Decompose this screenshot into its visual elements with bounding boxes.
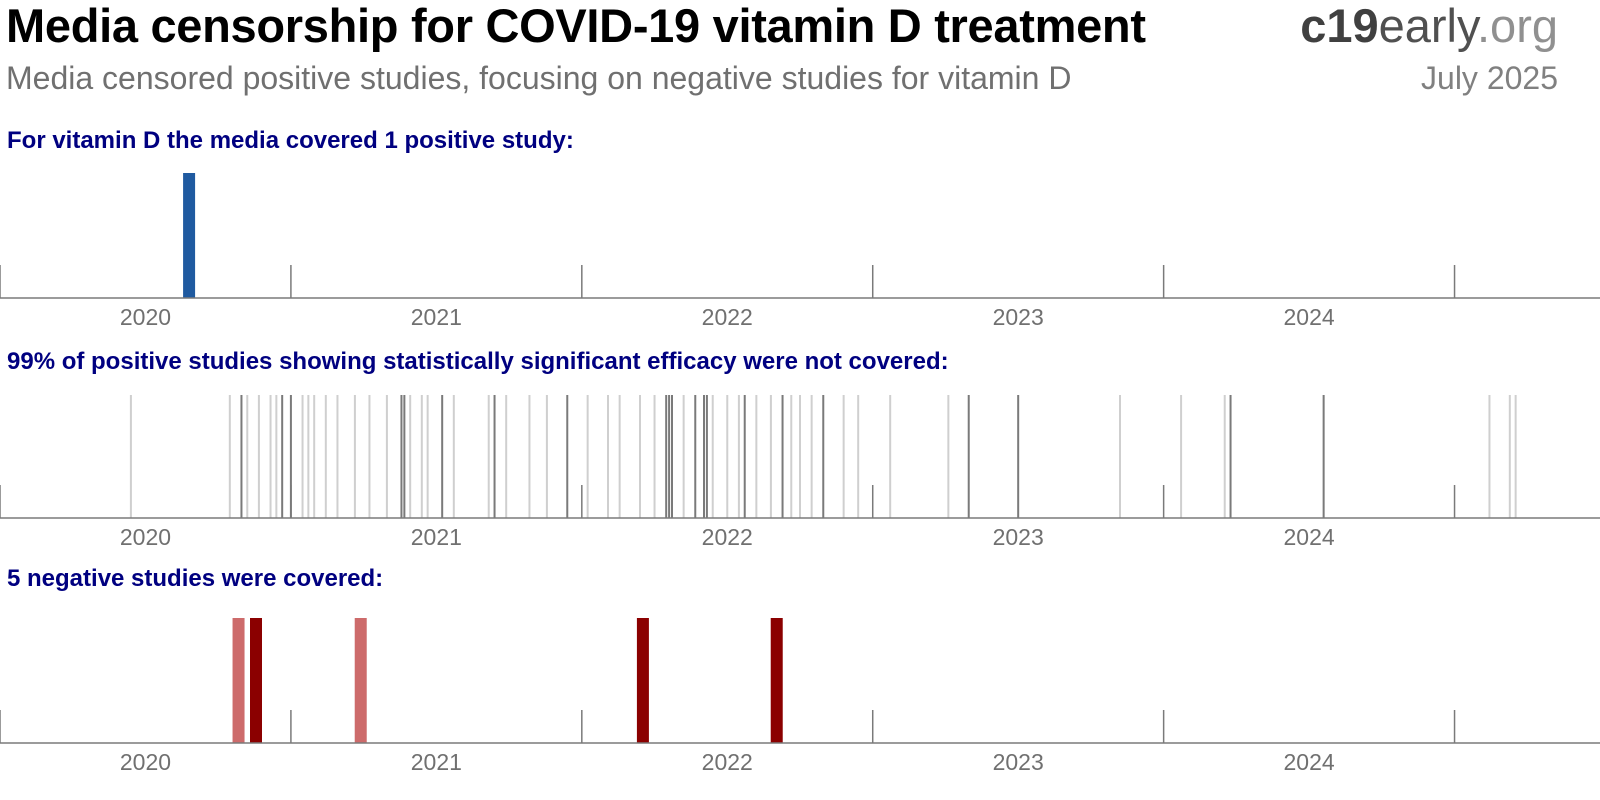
x-tick-label: 2024 <box>1284 749 1335 775</box>
x-tick-label: 2021 <box>411 304 462 330</box>
panel-1-chart: 2020 2021 2022 2023 2024 <box>0 173 1600 330</box>
x-tick-label: 2021 <box>411 524 462 550</box>
x-tick-label: 2020 <box>120 749 171 775</box>
negative-study-bar <box>354 618 367 743</box>
negative-study-bar <box>250 618 262 743</box>
report-date: July 2025 <box>1421 60 1558 96</box>
panel-3-chart: 2020 2021 2022 2023 2024 <box>0 618 1600 775</box>
panel-3-title: 5 negative studies were covered: <box>7 565 384 592</box>
x-tick-label: 2023 <box>993 304 1044 330</box>
brand-part-2: early <box>1378 0 1477 52</box>
negative-study-bar <box>636 618 649 743</box>
negative-study-bar <box>232 618 245 743</box>
x-tick-label: 2022 <box>702 304 753 330</box>
x-tick-label: 2023 <box>993 749 1044 775</box>
panel-2-chart: 2020 2021 2022 2023 2024 <box>0 395 1600 550</box>
x-tick-label: 2023 <box>993 524 1044 550</box>
brand-logo: c19early.org <box>1300 0 1558 53</box>
positive-study-bar <box>183 173 196 298</box>
x-tick-label: 2022 <box>702 524 753 550</box>
x-tick-label: 2024 <box>1284 304 1335 330</box>
x-tick-label: 2020 <box>120 524 171 550</box>
page-subtitle: Media censored positive studies, focusin… <box>6 60 1072 96</box>
brand-part-1: c19 <box>1300 0 1379 52</box>
x-tick-label: 2020 <box>120 304 171 330</box>
page-title: Media censorship for COVID-19 vitamin D … <box>6 0 1146 52</box>
panel-2-title: 99% of positive studies showing statisti… <box>7 348 949 375</box>
panel-1-title: For vitamin D the media covered 1 positi… <box>7 127 574 154</box>
brand-part-3: .org <box>1477 0 1558 52</box>
x-tick-label: 2022 <box>702 749 753 775</box>
x-tick-label: 2024 <box>1284 524 1335 550</box>
negative-study-bar <box>770 618 783 743</box>
x-tick-label: 2021 <box>411 749 462 775</box>
